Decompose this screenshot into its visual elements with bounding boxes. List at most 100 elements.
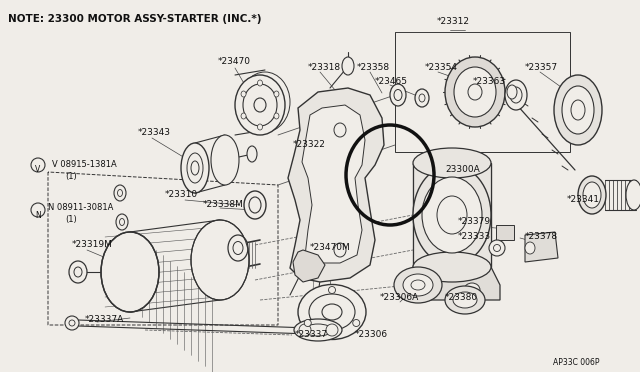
Text: *23357: *23357 — [525, 63, 558, 72]
Polygon shape — [405, 267, 500, 300]
Ellipse shape — [114, 185, 126, 201]
Text: *23310: *23310 — [165, 190, 198, 199]
Ellipse shape — [69, 320, 75, 326]
Ellipse shape — [254, 98, 266, 112]
Ellipse shape — [257, 80, 262, 86]
Ellipse shape — [249, 197, 261, 213]
Text: *23337: *23337 — [295, 330, 328, 339]
Text: *23333: *23333 — [458, 232, 491, 241]
Text: *23378: *23378 — [525, 232, 558, 241]
Text: *23380: *23380 — [445, 293, 478, 302]
Ellipse shape — [228, 235, 248, 261]
Ellipse shape — [304, 320, 311, 327]
Ellipse shape — [445, 57, 505, 127]
Text: *23337A: *23337A — [85, 315, 124, 324]
Text: V 08915-1381A: V 08915-1381A — [52, 160, 116, 169]
Ellipse shape — [309, 294, 355, 330]
Ellipse shape — [454, 67, 496, 117]
Ellipse shape — [191, 220, 249, 300]
Ellipse shape — [298, 285, 366, 340]
Ellipse shape — [328, 286, 335, 294]
Ellipse shape — [583, 182, 601, 208]
Polygon shape — [302, 105, 365, 263]
Text: *23306A: *23306A — [380, 293, 419, 302]
Ellipse shape — [299, 324, 311, 336]
Ellipse shape — [181, 143, 209, 193]
Ellipse shape — [274, 113, 279, 119]
Ellipse shape — [468, 84, 482, 100]
Text: *23322: *23322 — [293, 140, 326, 149]
Text: *23319M: *23319M — [72, 240, 113, 249]
Bar — [395, 32, 570, 152]
Ellipse shape — [334, 243, 346, 257]
Text: 23300A: 23300A — [445, 165, 480, 174]
Ellipse shape — [554, 75, 602, 145]
Ellipse shape — [489, 240, 505, 256]
Ellipse shape — [118, 189, 122, 196]
Ellipse shape — [120, 218, 125, 225]
Ellipse shape — [191, 161, 199, 175]
Ellipse shape — [510, 87, 522, 103]
Ellipse shape — [394, 90, 402, 100]
Ellipse shape — [422, 283, 438, 297]
Text: (1): (1) — [65, 215, 77, 224]
Text: N: N — [35, 211, 41, 219]
Ellipse shape — [304, 324, 332, 336]
Ellipse shape — [626, 180, 640, 210]
Ellipse shape — [342, 57, 354, 75]
Text: (1): (1) — [65, 172, 77, 181]
Text: *23343: *23343 — [138, 128, 171, 137]
Ellipse shape — [464, 283, 480, 297]
Ellipse shape — [493, 244, 500, 251]
Text: *23341: *23341 — [567, 195, 600, 204]
Ellipse shape — [411, 280, 425, 290]
Text: *23363: *23363 — [473, 77, 506, 86]
Ellipse shape — [211, 135, 239, 185]
Ellipse shape — [241, 91, 246, 97]
Text: N 08911-3081A: N 08911-3081A — [48, 203, 113, 212]
Ellipse shape — [571, 100, 585, 120]
Ellipse shape — [326, 324, 338, 336]
Text: *23306: *23306 — [355, 330, 388, 339]
Ellipse shape — [419, 94, 425, 102]
Text: *23470M: *23470M — [310, 243, 351, 252]
Ellipse shape — [353, 320, 360, 327]
Ellipse shape — [445, 286, 485, 314]
Ellipse shape — [334, 123, 346, 137]
Ellipse shape — [437, 196, 467, 234]
Text: V: V — [35, 166, 40, 174]
Ellipse shape — [31, 203, 45, 217]
Text: *23312: *23312 — [437, 17, 470, 26]
Ellipse shape — [507, 85, 517, 99]
Ellipse shape — [578, 176, 606, 214]
Ellipse shape — [233, 241, 243, 254]
Text: *23358: *23358 — [357, 63, 390, 72]
Ellipse shape — [244, 191, 266, 219]
Ellipse shape — [294, 319, 342, 341]
Ellipse shape — [413, 165, 491, 265]
Ellipse shape — [562, 86, 594, 134]
Ellipse shape — [274, 91, 279, 97]
Ellipse shape — [101, 232, 159, 312]
Ellipse shape — [241, 113, 246, 119]
Ellipse shape — [525, 242, 535, 254]
Ellipse shape — [403, 274, 433, 296]
Ellipse shape — [413, 252, 491, 282]
Ellipse shape — [116, 214, 128, 230]
Ellipse shape — [422, 177, 482, 253]
Text: *23379: *23379 — [458, 217, 491, 226]
Ellipse shape — [322, 304, 342, 320]
Text: NOTE: 23300 MOTOR ASSY-STARTER (INC.*): NOTE: 23300 MOTOR ASSY-STARTER (INC.*) — [8, 14, 262, 24]
Ellipse shape — [31, 158, 45, 172]
Ellipse shape — [247, 146, 257, 162]
Polygon shape — [525, 232, 558, 262]
Ellipse shape — [235, 75, 285, 135]
Ellipse shape — [240, 72, 290, 132]
Ellipse shape — [307, 326, 317, 336]
Ellipse shape — [505, 80, 527, 110]
Ellipse shape — [390, 84, 406, 106]
Ellipse shape — [394, 267, 442, 303]
Bar — [496, 225, 514, 240]
Ellipse shape — [65, 316, 79, 330]
Ellipse shape — [187, 153, 203, 183]
